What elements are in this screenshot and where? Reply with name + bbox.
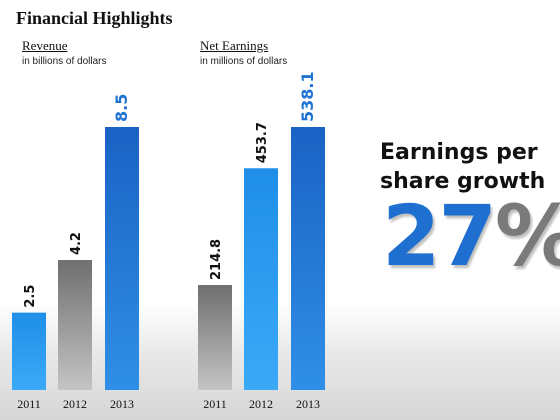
bar-0-2012 xyxy=(58,260,92,390)
category-label-1-2012: 2012 xyxy=(249,397,273,411)
category-label-0-2011: 2011 xyxy=(17,397,41,411)
revenue-chart-title: Revenue xyxy=(22,38,68,53)
bar-1-2012 xyxy=(244,168,278,390)
value-label-1-2013: 538.1 xyxy=(298,71,317,122)
value-label-0-2012: 4.2 xyxy=(69,232,84,255)
category-label-0-2012: 2012 xyxy=(63,397,87,411)
category-label-1-2013: 2013 xyxy=(296,397,320,411)
category-label-0-2013: 2013 xyxy=(110,397,134,411)
revenue-chart-subtitle: in billions of dollars xyxy=(22,56,107,67)
page-title: Financial Highlights xyxy=(16,8,173,28)
value-label-1-2012: 453.7 xyxy=(255,122,270,163)
value-label-0-2011: 2.5 xyxy=(23,285,38,308)
eps-number: 27 xyxy=(382,187,497,285)
eps-label: Earnings per share growth xyxy=(380,140,546,194)
eps-percent-sign: % xyxy=(495,187,560,285)
earnings-chart-title: Net Earnings xyxy=(200,38,269,53)
value-label-0-2013: 8.5 xyxy=(112,94,131,122)
bar-0-2013 xyxy=(105,127,139,390)
earnings-chart-subtitle: in millions of dollars xyxy=(200,56,288,67)
eps-value: 27% xyxy=(382,186,560,286)
category-label-1-2011: 2011 xyxy=(203,397,227,411)
bar-1-2013 xyxy=(291,127,325,390)
value-label-1-2011: 214.8 xyxy=(209,239,224,280)
bar-0-2011 xyxy=(12,312,46,390)
bar-1-2011 xyxy=(198,285,232,390)
